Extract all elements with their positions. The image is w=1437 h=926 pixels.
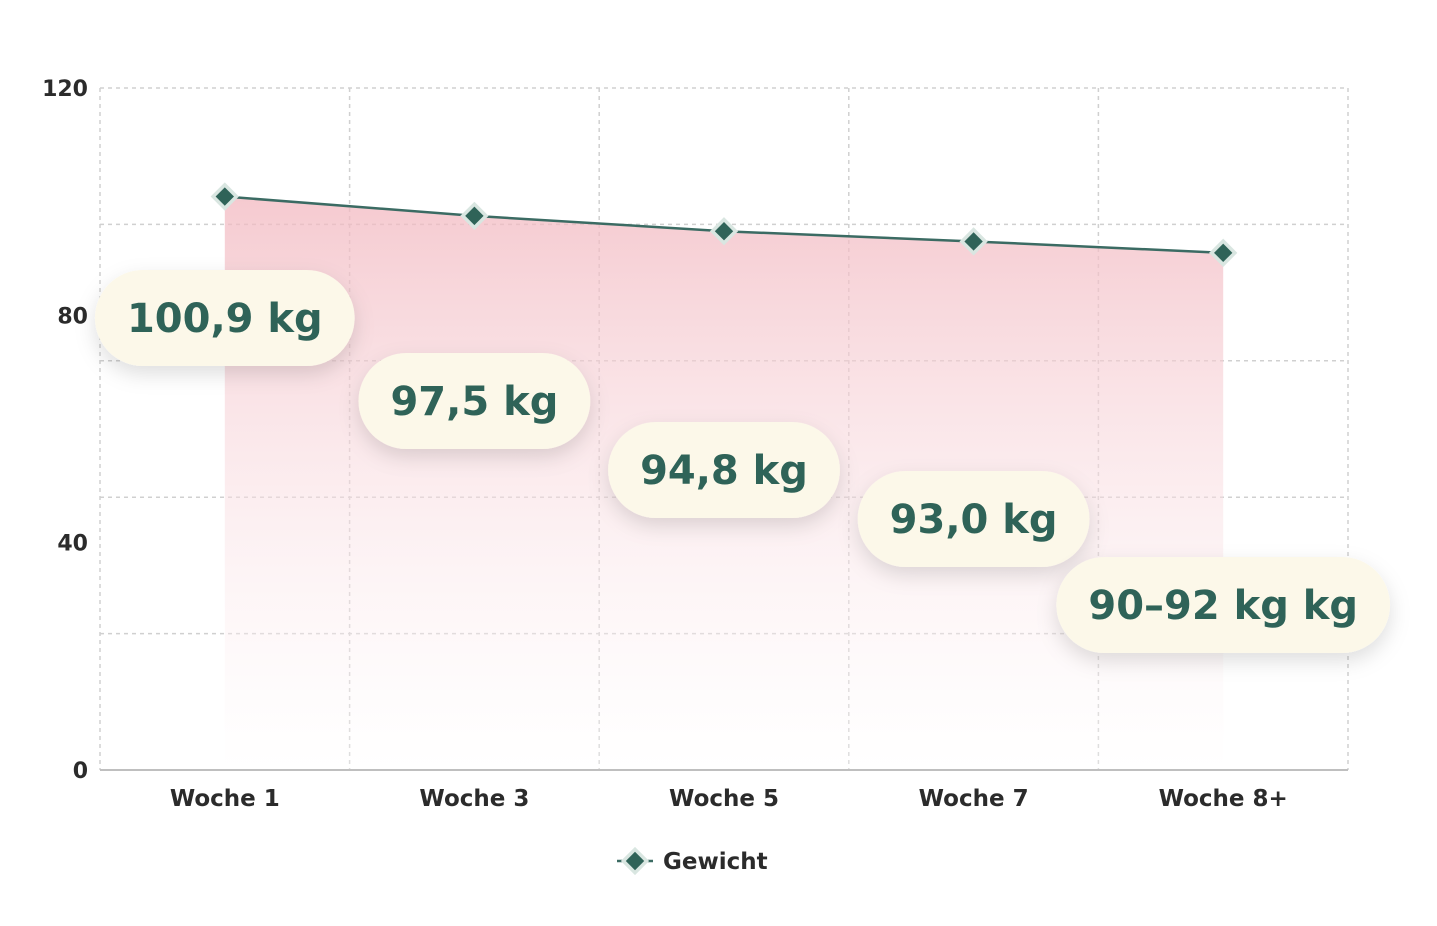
value-pill	[1056, 557, 1391, 653]
data-point	[709, 217, 739, 246]
x-tick-label: Woche 1	[170, 786, 280, 812]
diamond-marker	[964, 232, 983, 251]
value-pill	[857, 471, 1090, 567]
legend-label: Gewicht	[663, 849, 768, 875]
y-tick-label: 80	[57, 304, 88, 329]
value-text: 94,8 kg	[640, 448, 808, 494]
value-text: 100,9 kg	[127, 296, 323, 342]
value-label: 93,0 kg	[857, 471, 1090, 567]
value-text: 93,0 kg	[890, 497, 1058, 543]
legend: Gewicht	[617, 846, 768, 876]
legend-item: Gewicht	[617, 846, 768, 876]
value-labels: 100,9 kg 97,5 kg 94,8 kg 93,0 kg 90–92 kg kg	[94, 270, 1391, 653]
diamond-marker	[465, 206, 484, 226]
x-tick-label: Woche 8+	[1159, 786, 1288, 812]
x-tick-label: Woche 3	[419, 786, 529, 812]
axes: 0 40 80 120 Woche 1 Woche 3 Woche 5 Woche 7 Woch…	[42, 77, 1348, 812]
legend-marker	[620, 846, 650, 876]
data-point	[1209, 238, 1238, 267]
x-tick-label: Woche 7	[919, 786, 1029, 812]
diamond-icon	[625, 851, 645, 871]
diamond-marker	[714, 222, 734, 241]
data-point	[959, 227, 988, 256]
value-pill	[358, 353, 591, 449]
value-label: 97,5 kg	[358, 353, 591, 449]
value-label: 100,9 kg	[94, 270, 355, 366]
value-label: 90–92 kg kg	[1056, 557, 1391, 653]
value-label: 94,8 kg	[608, 422, 840, 518]
y-tick-label: 120	[42, 77, 88, 102]
y-tick-label: 0	[73, 759, 88, 784]
value-pill	[94, 270, 355, 366]
value-pill	[608, 422, 840, 518]
diamond-marker	[215, 187, 234, 206]
x-tick-label: Woche 5	[669, 786, 779, 812]
y-tick-label: 40	[57, 532, 88, 557]
value-text: 97,5 kg	[390, 379, 558, 425]
value-text: 90–92 kg kg	[1088, 583, 1358, 629]
